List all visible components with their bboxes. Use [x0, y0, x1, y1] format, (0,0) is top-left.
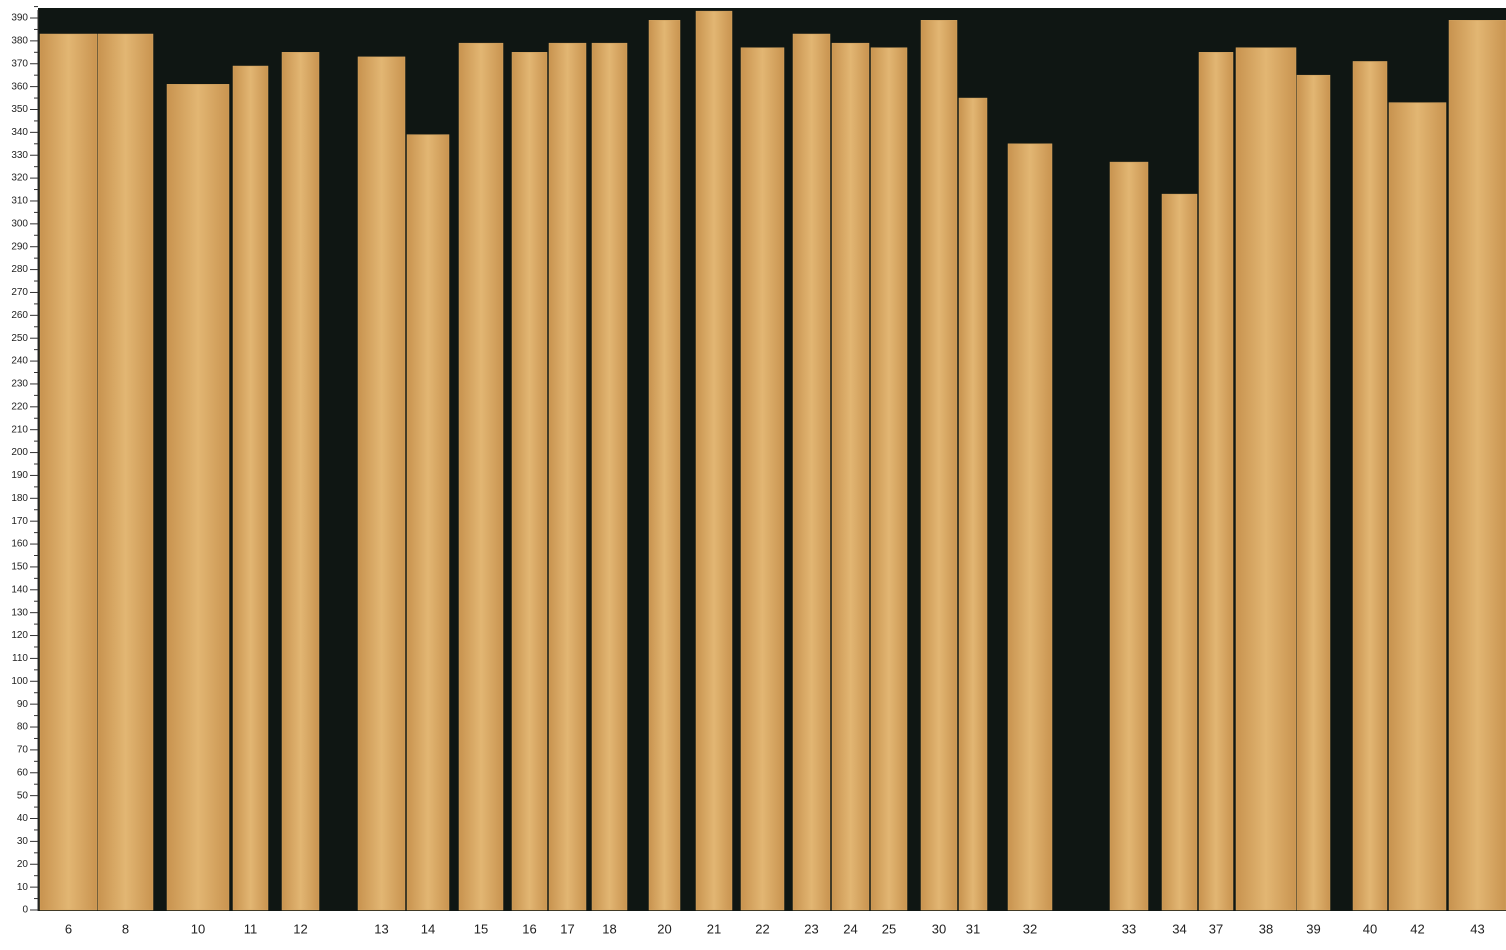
bar — [1388, 102, 1447, 911]
y-tick-label: 220 — [11, 401, 28, 412]
x-tick-label: 15 — [474, 921, 488, 936]
bar — [97, 33, 154, 911]
y-tick-label: 190 — [11, 470, 28, 481]
bar — [792, 33, 831, 911]
x-tick-label: 6 — [65, 921, 72, 936]
y-tick-label: 130 — [11, 607, 28, 618]
y-tick-label: 260 — [11, 310, 28, 321]
bar — [39, 33, 98, 911]
bar — [591, 42, 628, 911]
x-tick-label: 42 — [1410, 921, 1424, 936]
bar — [1235, 47, 1297, 911]
y-tick-label: 50 — [17, 790, 29, 801]
bar — [831, 42, 870, 911]
x-tick-label: 22 — [755, 921, 769, 936]
bar — [166, 84, 230, 911]
y-tick-label: 30 — [17, 836, 29, 847]
y-tick-label: 20 — [17, 859, 29, 870]
x-tick-label: 18 — [602, 921, 616, 936]
x-tick-label: 34 — [1172, 921, 1186, 936]
y-tick-label: 360 — [11, 81, 28, 92]
bar — [870, 47, 908, 911]
y-tick-label: 380 — [11, 36, 28, 47]
x-tick-label: 16 — [522, 921, 536, 936]
x-tick-label: 37 — [1209, 921, 1223, 936]
bar — [357, 56, 406, 911]
bar — [281, 52, 320, 911]
bar — [1109, 161, 1149, 911]
y-tick-label: 310 — [11, 196, 28, 207]
y-tick-label: 200 — [11, 447, 28, 458]
y-tick-label: 100 — [11, 676, 28, 687]
y-tick-label: 60 — [17, 767, 29, 778]
x-tick-label: 30 — [932, 921, 946, 936]
y-tick-label: 120 — [11, 630, 28, 641]
x-tick-label: 11 — [244, 921, 258, 936]
x-tick-label: 39 — [1306, 921, 1320, 936]
y-tick-label: 280 — [11, 264, 28, 275]
y-tick-label: 300 — [11, 218, 28, 229]
x-tick-label: 10 — [191, 921, 205, 936]
y-tick-label: 150 — [11, 562, 28, 573]
x-tick-label: 23 — [804, 921, 818, 936]
bar — [1161, 193, 1198, 911]
y-tick-label: 10 — [17, 882, 29, 893]
y-tick-label: 160 — [11, 539, 28, 550]
y-tick-label: 40 — [17, 813, 29, 824]
y-tick-label: 290 — [11, 241, 28, 252]
bar — [458, 42, 504, 911]
x-tick-label: 13 — [374, 921, 388, 936]
x-tick-label: 33 — [1122, 921, 1136, 936]
y-tick-label: 140 — [11, 584, 28, 595]
y-tick-label: 80 — [17, 722, 29, 733]
bar — [648, 20, 681, 911]
bar — [1448, 20, 1506, 911]
y-tick-label: 230 — [11, 379, 28, 390]
bar — [695, 10, 733, 911]
y-tick-label: 370 — [11, 58, 28, 69]
bar — [1007, 143, 1053, 911]
bar — [406, 134, 450, 911]
x-tick-label: 12 — [293, 921, 307, 936]
bar — [1198, 52, 1234, 911]
x-tick-label: 31 — [966, 921, 980, 936]
x-tick-label: 14 — [421, 921, 435, 936]
x-tick-label: 8 — [122, 921, 129, 936]
y-tick-label: 340 — [11, 127, 28, 138]
x-tick-label: 20 — [657, 921, 671, 936]
bar — [958, 97, 988, 911]
bar — [511, 52, 548, 911]
y-tick-label: 0 — [22, 905, 28, 916]
x-tick-label: 24 — [843, 921, 857, 936]
y-tick-label: 390 — [11, 13, 28, 24]
y-tick-label: 170 — [11, 516, 28, 527]
x-tick-label: 17 — [560, 921, 574, 936]
y-tick-label: 70 — [17, 745, 29, 756]
bar — [920, 20, 958, 911]
y-tick-label: 320 — [11, 173, 28, 184]
bar — [232, 65, 269, 911]
bar — [1352, 61, 1388, 911]
y-tick-label: 270 — [11, 287, 28, 298]
x-tick-label: 40 — [1363, 921, 1377, 936]
bar — [548, 42, 587, 911]
x-tick-label: 43 — [1470, 921, 1484, 936]
y-tick-label: 350 — [11, 104, 28, 115]
x-tick-label: 38 — [1259, 921, 1273, 936]
y-tick-label: 240 — [11, 356, 28, 367]
bar — [740, 47, 785, 911]
y-tick-label: 180 — [11, 493, 28, 504]
y-tick-label: 110 — [12, 653, 28, 664]
y-tick-label: 330 — [11, 150, 28, 161]
x-tick-label: 21 — [707, 921, 721, 936]
y-tick-label: 250 — [11, 333, 28, 344]
x-tick-label: 25 — [882, 921, 896, 936]
y-tick-label: 90 — [17, 699, 29, 710]
y-tick-label: 210 — [11, 424, 28, 435]
x-tick-label: 32 — [1023, 921, 1037, 936]
bar — [1296, 74, 1331, 911]
